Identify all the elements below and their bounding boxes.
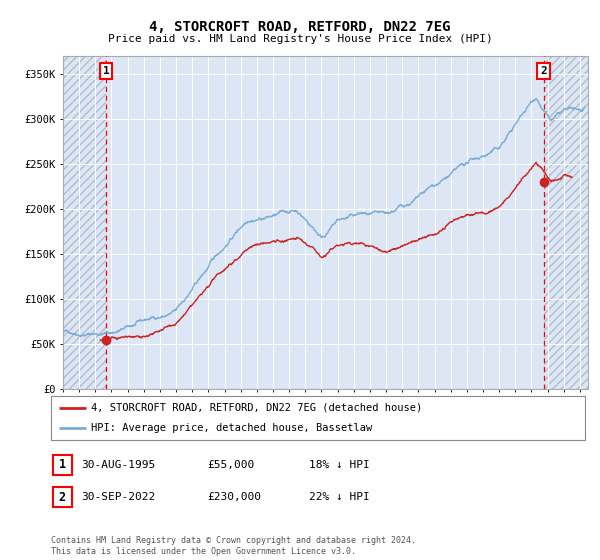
Text: 18% ↓ HPI: 18% ↓ HPI — [309, 460, 370, 470]
Text: 30-AUG-1995: 30-AUG-1995 — [81, 460, 155, 470]
Text: 1: 1 — [103, 66, 109, 76]
Text: 4, STORCROFT ROAD, RETFORD, DN22 7EG: 4, STORCROFT ROAD, RETFORD, DN22 7EG — [149, 20, 451, 34]
Text: 4, STORCROFT ROAD, RETFORD, DN22 7EG (detached house): 4, STORCROFT ROAD, RETFORD, DN22 7EG (de… — [91, 403, 422, 413]
Text: £230,000: £230,000 — [207, 492, 261, 502]
FancyBboxPatch shape — [51, 396, 585, 440]
Text: 2: 2 — [540, 66, 547, 76]
Text: Contains HM Land Registry data © Crown copyright and database right 2024.
This d: Contains HM Land Registry data © Crown c… — [51, 536, 416, 556]
FancyBboxPatch shape — [53, 455, 72, 475]
Bar — [63, 56, 106, 389]
Text: £55,000: £55,000 — [207, 460, 254, 470]
FancyBboxPatch shape — [53, 487, 72, 507]
Text: 1: 1 — [59, 458, 66, 472]
Bar — [544, 56, 588, 389]
Text: Price paid vs. HM Land Registry's House Price Index (HPI): Price paid vs. HM Land Registry's House … — [107, 34, 493, 44]
Text: HPI: Average price, detached house, Bassetlaw: HPI: Average price, detached house, Bass… — [91, 423, 372, 433]
Text: 30-SEP-2022: 30-SEP-2022 — [81, 492, 155, 502]
Text: 22% ↓ HPI: 22% ↓ HPI — [309, 492, 370, 502]
Text: 2: 2 — [59, 491, 66, 504]
